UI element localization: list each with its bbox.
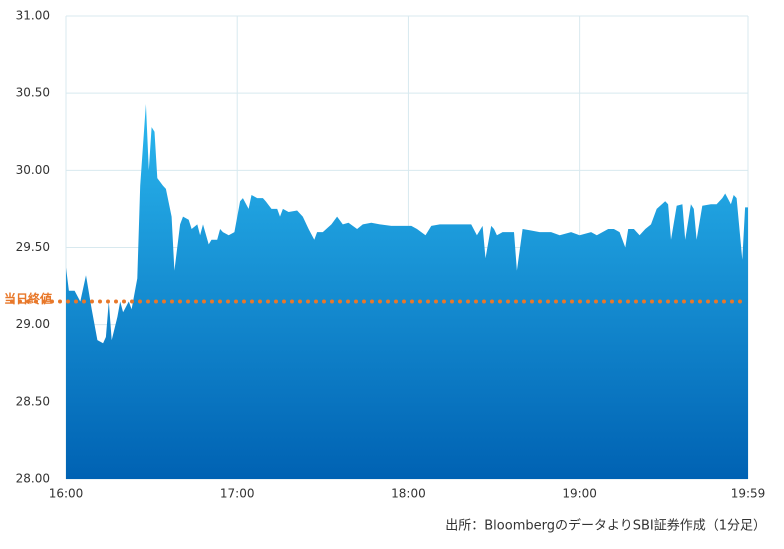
y-tick-label: 29.00: [16, 317, 50, 331]
x-tick-label: 18:00: [391, 487, 426, 501]
reference-label: 当日終値: [4, 291, 52, 306]
x-tick-label: 19:00: [562, 487, 597, 501]
x-tick-label: 19:59: [731, 487, 766, 501]
source-note: 出所：BloombergのデータよりSBI証券作成（1分足）: [445, 518, 766, 534]
y-tick-label: 31.00: [16, 9, 50, 23]
price-area: [66, 104, 748, 479]
y-tick-label: 29.50: [16, 240, 50, 254]
y-tick-label: 30.50: [16, 86, 50, 100]
y-tick-label: 28.00: [16, 472, 50, 486]
x-tick-label: 16:00: [49, 487, 84, 501]
x-tick-label: 17:00: [220, 487, 255, 501]
y-tick-label: 28.50: [16, 394, 50, 408]
y-tick-label: 30.00: [16, 163, 50, 177]
